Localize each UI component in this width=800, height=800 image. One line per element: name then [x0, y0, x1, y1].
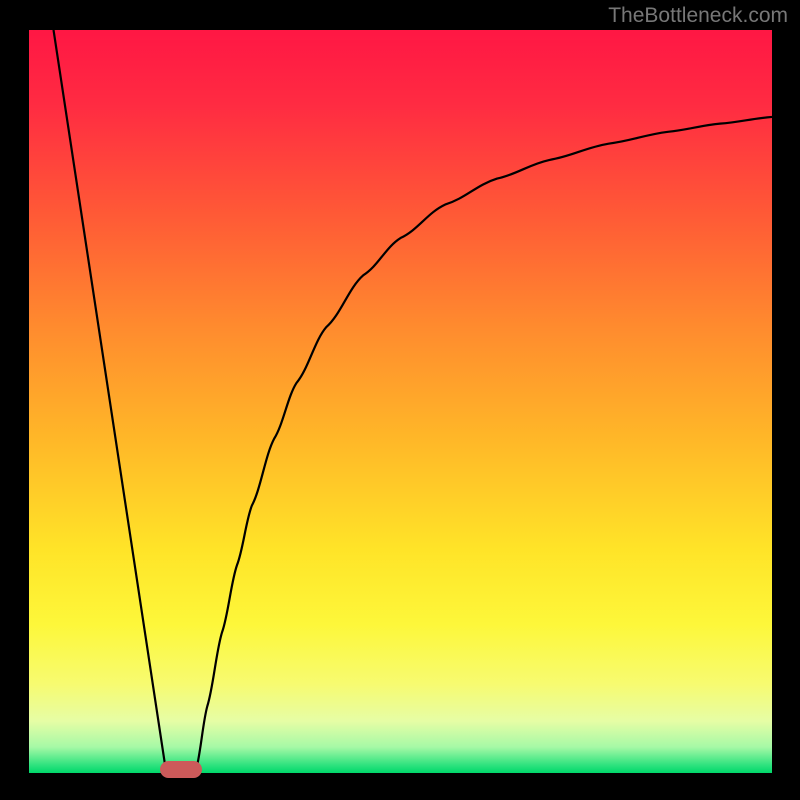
chart-container: TheBottleneck.com	[0, 0, 800, 800]
saturating-curve	[196, 117, 772, 769]
curves-layer	[29, 30, 772, 773]
chart-outer-frame	[0, 0, 800, 800]
plot-area	[29, 30, 772, 773]
optimum-marker	[160, 761, 202, 778]
descending-line	[54, 30, 166, 769]
watermark: TheBottleneck.com	[608, 4, 788, 28]
